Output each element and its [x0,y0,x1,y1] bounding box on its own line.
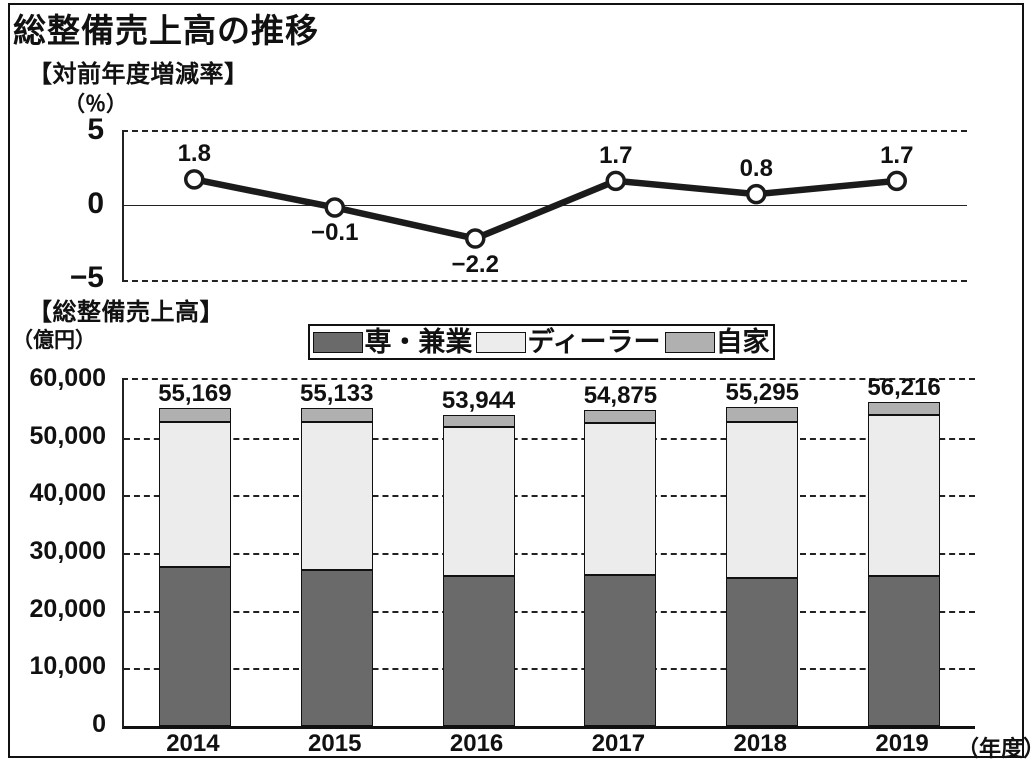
bar-segment-専・兼業 [158,567,231,726]
sales-section-label: 【総整備売上高】 [28,299,224,326]
x-axis-label: 2017 [591,730,646,757]
bar-segment-専・兼業 [584,574,657,726]
sales-bar-chart: 55,169 55,133 53,944 54,875 55,295 56,216 [122,374,975,729]
sales-ytick-label: 10,000 [29,652,106,681]
sales-ytick-label: 30,000 [29,537,106,565]
bar-total-label: 55,295 [725,379,799,407]
sales-ytick-label: 20,000 [29,594,106,623]
rate-line-chart: 1.8 −0.1 −2.2 1.7 0.8 1.7 [122,130,967,282]
sales-unit-label: （億円） [12,329,96,352]
rate-ytick-label: 0 [87,187,104,220]
bar-segment-専・兼業 [726,577,799,726]
legend-item: 専・兼業 [313,327,472,357]
bar-segment-自家 [158,407,231,423]
bar-segment-自家 [868,401,941,415]
bar-2015 [300,408,373,726]
legend-item: ディーラー [476,327,661,357]
bar-segment-専・兼業 [868,576,941,726]
bar-segment-ディーラー [158,422,231,568]
bar-2016 [442,414,515,726]
bar-segment-ディーラー [442,427,515,576]
bar-segment-ディーラー [868,414,941,577]
bar-2017 [584,409,657,726]
x-axis-label: 2016 [449,730,504,757]
legend-label: 自家 [715,327,770,357]
gridline [124,495,975,498]
gridline [124,668,975,671]
rate-unit-label: （％） [64,93,127,116]
sales-ytick-label: 0 [92,710,106,738]
rate-section-label: 【対前年度増減率】 [28,61,249,88]
x-axis-label: 2019 [875,730,929,757]
bar-segment-ディーラー [726,421,799,578]
bar-segment-自家 [726,407,799,422]
bar-total-label: 53,944 [441,386,516,414]
legend-swatch [664,331,715,353]
bar-2014 [158,407,231,726]
sales-ytick-label: 60,000 [29,364,106,392]
point-value-label: −2.2 [451,250,499,278]
data-point-marker [886,170,907,192]
bar-segment-ディーラー [584,423,657,575]
gridline [124,437,975,440]
sales-ytick-label: 50,000 [29,421,106,450]
bar-segment-自家 [584,409,657,424]
bar-2019 [868,401,941,726]
gridline [124,610,975,613]
rate-ytick-label: 5 [87,113,104,146]
data-point-marker [465,228,486,249]
bar-total-label: 55,169 [158,379,232,407]
sales-ytick-label: 40,000 [29,479,106,508]
legend-label: ディーラー [527,327,661,357]
point-value-label: 1.8 [177,140,211,168]
bar-segment-ディーラー [300,422,373,570]
data-point-marker [605,170,626,192]
bar-total-label: 54,875 [583,381,658,409]
legend-item: 自家 [664,327,770,357]
legend-swatch [476,331,527,353]
bar-segment-専・兼業 [442,575,515,726]
rate-ytick-label: −5 [69,261,104,294]
point-value-label: 0.8 [739,155,773,183]
bar-2018 [726,407,799,726]
bar-total-label: 55,133 [300,380,374,408]
data-point-marker [184,169,205,190]
x-axis-label: 2015 [308,730,362,757]
bar-segment-専・兼業 [300,569,373,726]
point-value-label: 1.7 [599,141,633,169]
page-title: 総整備売上高の推移 [13,12,319,49]
x-axis-label: 2014 [166,730,220,757]
gridline [124,553,975,555]
data-point-marker [324,197,345,218]
bar-segment-自家 [442,414,515,428]
legend: 専・兼業 ディーラー 自家 [308,324,775,360]
legend-swatch [313,331,364,353]
legend-label: 専・兼業 [364,327,473,357]
point-value-label: 1.7 [880,141,914,169]
zero-gridline [124,205,967,206]
bar-total-label: 56,216 [867,373,941,401]
rate-line-series [184,169,907,249]
bar-segment-自家 [300,408,373,423]
data-point-marker [746,183,767,205]
point-value-label: −0.1 [311,219,359,247]
x-axis-unit-label: （年度） [957,736,1033,761]
x-axis-label: 2018 [733,730,787,757]
outer-frame [8,3,1024,758]
